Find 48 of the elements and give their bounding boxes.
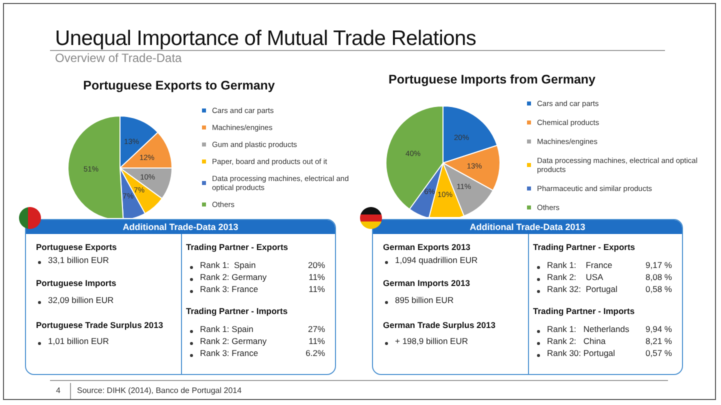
text: German Exports 2013 <box>383 242 470 252</box>
text: Additional Trade-Data 2013 <box>26 220 335 234</box>
text: Rank 30: Portugal <box>547 348 616 358</box>
source-note: Source: DIHK (2014), Banco de Portugal 2014 <box>77 386 242 395</box>
text: Trading Partner - Exports <box>533 242 636 252</box>
text: 1,01 billion EUR <box>48 336 109 346</box>
text: Rank 1: Spain <box>200 324 254 334</box>
text: Rank 32: Portugal <box>547 284 618 294</box>
text: Rank 2: Germany <box>200 336 267 346</box>
text: German Imports 2013 <box>383 278 470 288</box>
text: Rank 2: China <box>547 336 606 346</box>
text: 32,09 billion EUR <box>48 295 114 305</box>
text: Additional Trade-Data 2013 <box>373 220 682 234</box>
text: Rank 1: Netherlands <box>547 324 630 334</box>
text: 11% <box>308 272 325 282</box>
text: 8,21 % <box>646 336 672 346</box>
chart-title: Portuguese Imports from Germany <box>388 72 596 86</box>
text: 0,57 % <box>646 348 672 358</box>
text: Rank 3: France <box>200 284 258 294</box>
chart-title: Portuguese Exports to Germany <box>83 78 275 92</box>
text: + 198,9 billion EUR <box>395 336 468 346</box>
text: Rank 3: France <box>200 348 258 358</box>
text: 20% <box>308 260 325 270</box>
text: German Trade Surplus 2013 <box>383 320 496 330</box>
text: 11% <box>308 336 325 346</box>
text: 6.2% <box>306 348 325 358</box>
text: Rank 2: USA <box>547 272 604 282</box>
text: Overview of Trade-Data <box>55 51 182 65</box>
text: Rank 2: Germany <box>200 272 267 282</box>
text: Trading Partner - Imports <box>533 306 635 316</box>
text: 0,58 % <box>646 284 672 294</box>
text: 11% <box>308 284 325 294</box>
text: 1,094 quadrillion EUR <box>395 255 478 265</box>
text: Rank 1: France <box>547 260 612 270</box>
text: 27% <box>308 324 325 334</box>
text: 33,1 billion EUR <box>48 255 109 265</box>
text: Portuguese Exports <box>36 242 117 252</box>
text: Unequal Importance of Mutual Trade Relations <box>55 27 476 51</box>
text: Trading Partner - Imports <box>186 306 288 316</box>
text: 4 <box>56 386 60 395</box>
text: Portuguese Imports <box>36 278 116 288</box>
text: 9,94 % <box>646 324 672 334</box>
text: 8,08 % <box>646 272 672 282</box>
text: Rank 1: Spain <box>200 260 256 270</box>
text: Trading Partner - Exports <box>186 242 288 252</box>
text: 895 billion EUR <box>395 295 454 305</box>
text: 9,17 % <box>646 260 672 270</box>
text: Portuguese Trade Surplus 2013 <box>36 320 164 330</box>
